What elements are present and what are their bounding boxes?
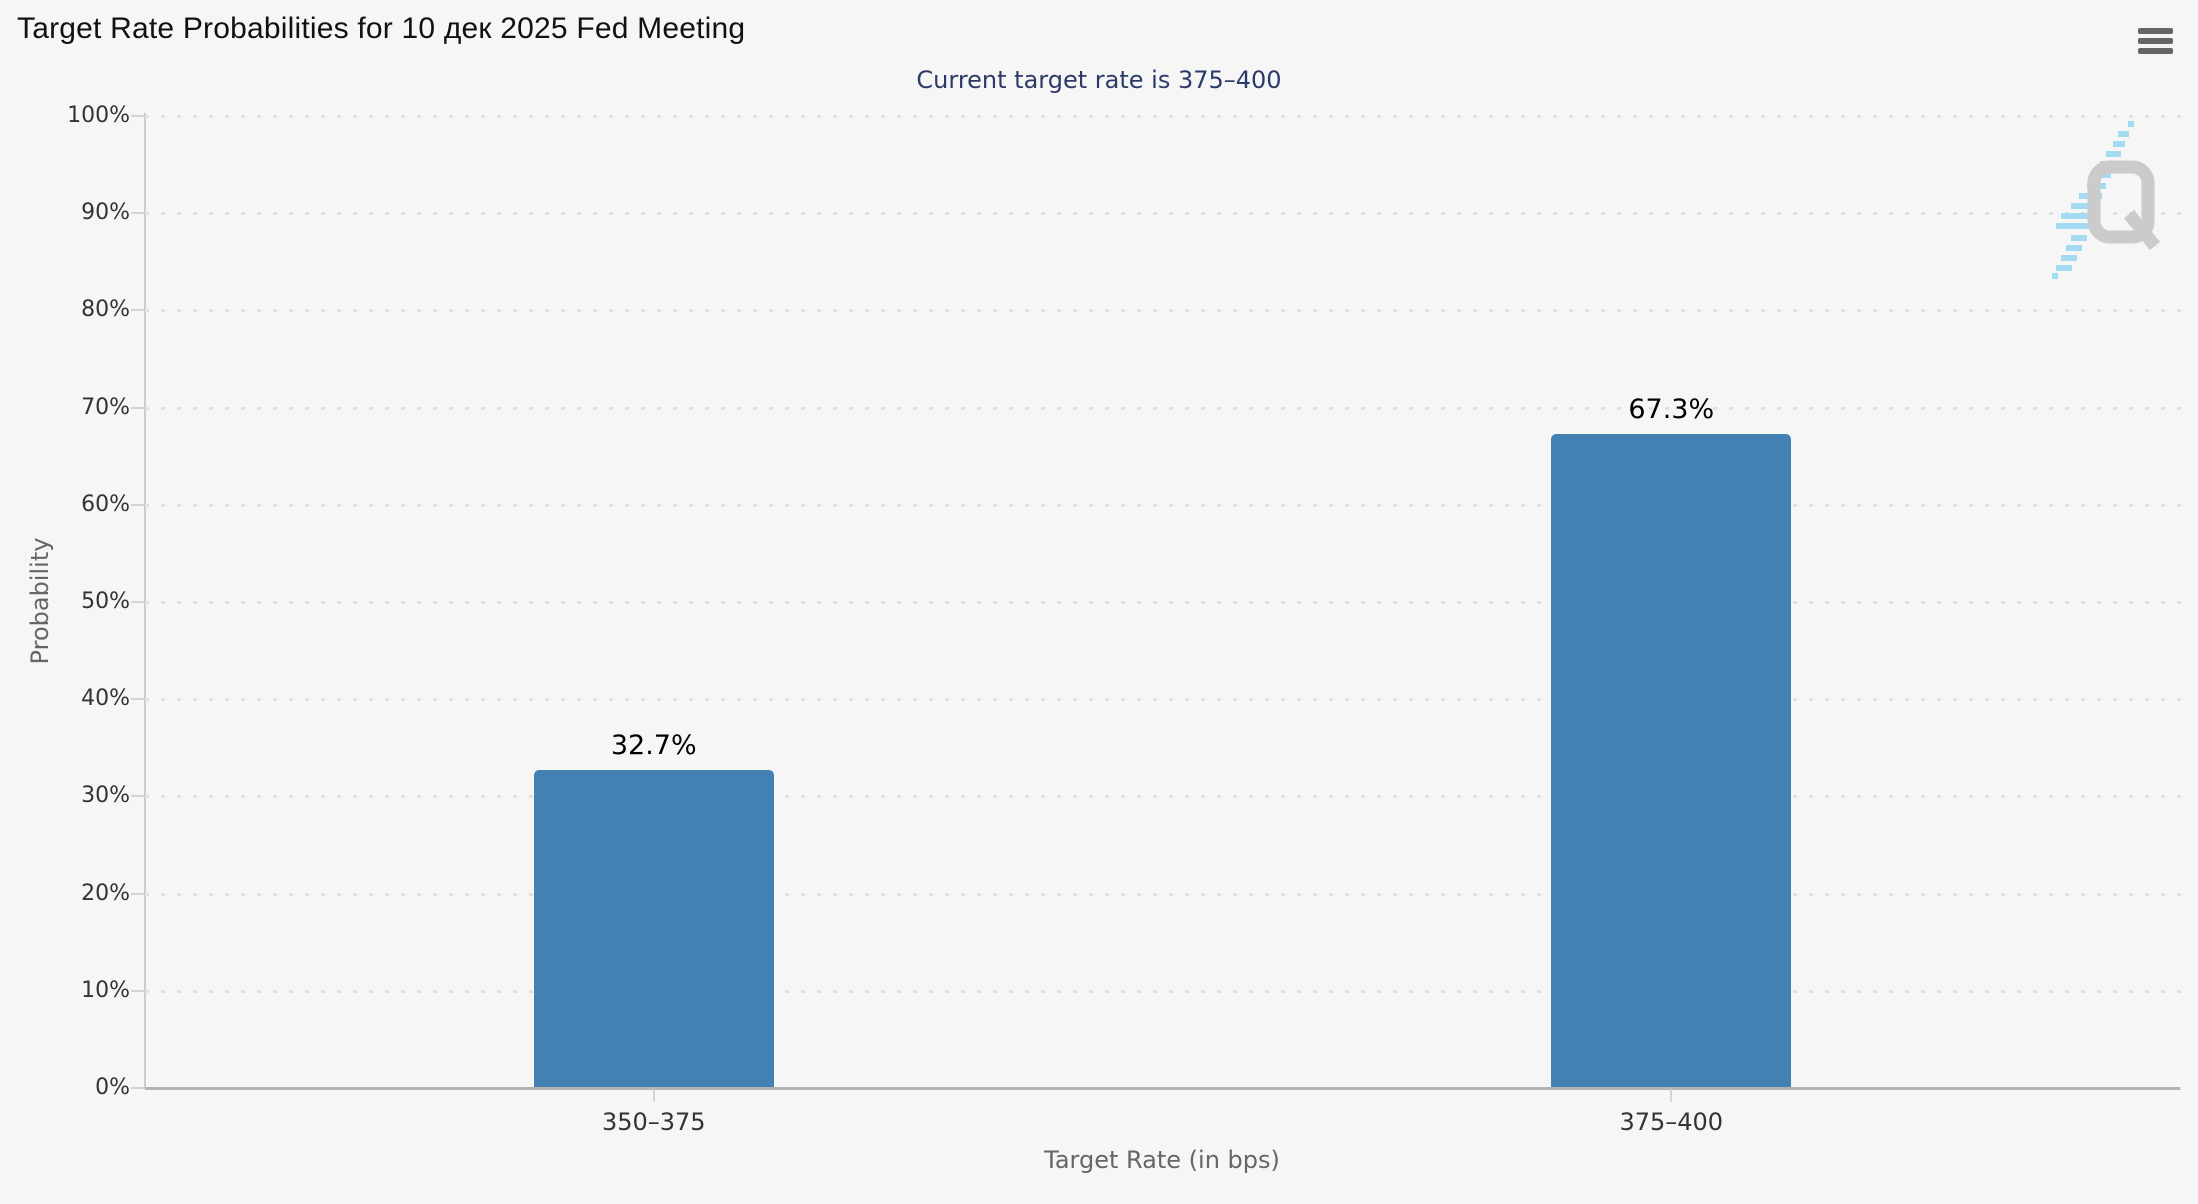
gridline: [145, 892, 2190, 896]
x-axis-label: 350–375: [601, 1108, 706, 1136]
gridline: [145, 989, 2190, 993]
chart-title: Target Rate Probabilities for 10 дек 202…: [17, 12, 746, 45]
y-axis-label: 40%: [81, 686, 130, 712]
export-menu-button[interactable]: [2131, 20, 2179, 62]
y-axis-tick: [131, 212, 144, 215]
y-axis-tick: [131, 989, 144, 992]
gridline: [145, 309, 2190, 313]
gridline: [145, 212, 2190, 216]
probability-bar[interactable]: [533, 770, 774, 1088]
y-axis-title: Probability: [26, 537, 54, 665]
x-axis-label: 375–400: [1619, 1108, 1724, 1136]
y-axis-label: 50%: [81, 589, 130, 614]
gridline: [145, 698, 2190, 702]
bar-value-label: 67.3%: [1628, 393, 1715, 425]
quandl-watermark-logo: [2052, 121, 2161, 279]
y-axis-tick: [131, 892, 144, 895]
gridline: [145, 601, 2190, 604]
gridline: [145, 406, 2190, 410]
y-axis-label: 20%: [81, 880, 130, 906]
y-axis-label: 60%: [81, 491, 130, 517]
gridline: [145, 115, 2190, 118]
y-axis-tick: [131, 795, 144, 798]
y-axis-tick: [131, 115, 144, 117]
x-axis-tick: [1670, 1089, 1673, 1102]
y-axis-label: 10%: [81, 977, 130, 1003]
y-axis-label: 100%: [67, 103, 130, 128]
x-axis-line: [145, 1087, 2180, 1090]
gridline: [145, 503, 2190, 507]
y-axis-label: 80%: [81, 297, 130, 323]
y-axis-tick: [131, 601, 144, 603]
y-axis-label: 30%: [81, 783, 130, 809]
x-axis-title: Target Rate (in bps): [1044, 1146, 1280, 1174]
probability-bar[interactable]: [1551, 433, 1792, 1088]
chart-subtitle: Current target rate is 375–400: [916, 66, 1282, 94]
x-axis-tick: [652, 1089, 655, 1102]
y-axis-tick: [131, 309, 144, 312]
y-axis-tick: [131, 503, 144, 506]
y-axis-tick: [131, 406, 144, 409]
watermark-q-icon: [2087, 160, 2161, 251]
gridline: [145, 795, 2190, 799]
y-axis-label: 0%: [95, 1075, 130, 1100]
y-axis-label: 70%: [81, 394, 130, 420]
y-axis-label: 90%: [81, 200, 130, 226]
y-axis-tick: [131, 1087, 144, 1089]
bar-value-label: 32.7%: [610, 730, 697, 762]
y-axis-tick: [131, 698, 144, 701]
